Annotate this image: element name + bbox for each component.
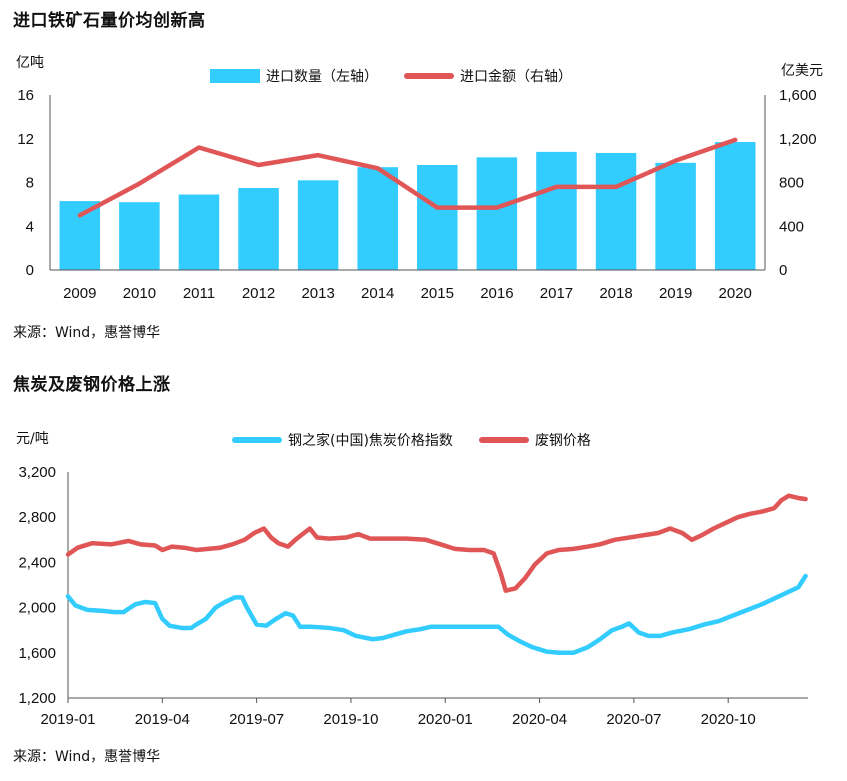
legend-swatch-line xyxy=(232,437,282,443)
chart2-unit: 元/吨 xyxy=(16,431,49,447)
legend-label: 进口数量（左轴） xyxy=(266,69,378,85)
bar-import-volume xyxy=(595,152,637,270)
right-tick-label: 0 xyxy=(779,262,787,279)
right-tick-label: 1,600 xyxy=(779,87,817,104)
left-tick-label: 12 xyxy=(17,131,34,148)
legend-label: 钢之家(中国)焦炭价格指数 xyxy=(288,433,453,449)
legend-swatch-line xyxy=(404,73,454,79)
y-tick-label: 3,200 xyxy=(18,464,56,481)
legend-item-scrap-price: 废钢价格 xyxy=(478,430,591,450)
x-tick-label: 2020-01 xyxy=(418,711,473,728)
bar-import-volume xyxy=(178,194,220,270)
bar-import-volume xyxy=(297,180,339,270)
legend-label: 进口金额（右轴） xyxy=(460,69,572,85)
right-tick-label: 800 xyxy=(779,175,804,192)
bar-import-volume xyxy=(714,142,756,270)
legend-item-coke-index: 钢之家(中国)焦炭价格指数 xyxy=(232,430,453,450)
legend-item-import-volume: 进口数量（左轴） xyxy=(210,66,378,86)
x-tick-label: 2019-01 xyxy=(40,711,95,728)
bar-import-volume xyxy=(536,151,577,270)
x-tick-label: 2012 xyxy=(242,285,275,302)
y-tick-label: 2,400 xyxy=(18,554,56,571)
chart2-source: 来源：Wind，惠誉博华 xyxy=(13,749,161,765)
left-tick-label: 0 xyxy=(26,262,34,279)
chart2-plot: 1,200 1,600 2,000 2,400 2,800 3,200 2019-01 201… xyxy=(18,464,808,728)
y-tick-label: 2,800 xyxy=(18,509,56,526)
x-tick-label: 2016 xyxy=(480,285,513,302)
x-tick-label: 2020-10 xyxy=(701,711,756,728)
x-tick-label: 2019 xyxy=(659,285,692,302)
x-tick-label: 2010 xyxy=(123,285,156,302)
legend-item-import-value: 进口金额（右轴） xyxy=(404,66,572,86)
y-tick-label: 1,200 xyxy=(18,690,56,707)
bar-import-volume xyxy=(238,187,279,270)
legend-label: 废钢价格 xyxy=(534,433,591,449)
chart1-source: 来源：Wind，惠誉博华 xyxy=(13,325,161,341)
right-tick-label: 400 xyxy=(779,218,804,235)
chart1-plot: 0 4 8 12 16 0 400 800 1,200 1,600 2009 2010 2011 2012… xyxy=(17,87,817,302)
x-tick-label: 2018 xyxy=(599,285,632,302)
legend-swatch-line xyxy=(478,437,529,443)
chart2-legend: 钢之家(中国)焦炭价格指数 废钢价格 xyxy=(232,430,617,450)
chart1-left-unit: 亿吨 xyxy=(16,55,44,71)
legend-swatch-bar xyxy=(210,69,260,83)
x-tick-label: 2020 xyxy=(719,285,752,302)
left-tick-label: 4 xyxy=(26,218,34,235)
x-tick-label: 2009 xyxy=(63,285,96,302)
x-tick-label: 2013 xyxy=(301,285,334,302)
x-tick-label: 2019-04 xyxy=(135,711,190,728)
x-tick-label: 2019-10 xyxy=(323,711,378,728)
line-import-value xyxy=(77,137,738,218)
chart1-title: 进口铁矿石量价均创新高 xyxy=(13,11,206,31)
bar-import-volume xyxy=(357,167,398,270)
y-tick-label: 1,600 xyxy=(18,645,56,662)
x-tick-label: 2015 xyxy=(421,285,454,302)
line-scrap-price xyxy=(65,493,808,593)
chart1-legend: 进口数量（左轴） 进口金额（右轴） xyxy=(210,66,598,86)
x-tick-label: 2017 xyxy=(540,285,573,302)
bar-import-volume xyxy=(655,162,696,270)
x-tick-label: 2020-04 xyxy=(512,711,567,728)
line-coke-index xyxy=(65,573,808,656)
right-tick-label: 1,200 xyxy=(779,131,817,148)
bar-import-volume xyxy=(59,201,101,270)
x-tick-label: 2019-07 xyxy=(229,711,284,728)
bar-import-volume xyxy=(476,157,518,270)
x-tick-label: 2020-07 xyxy=(606,711,661,728)
left-tick-label: 16 xyxy=(17,87,34,104)
bar-import-volume xyxy=(119,202,160,270)
x-tick-label: 2011 xyxy=(183,285,215,302)
chart2-title: 焦炭及废钢价格上涨 xyxy=(13,375,171,395)
chart1-right-unit: 亿美元 xyxy=(781,63,823,79)
x-tick-label: 2014 xyxy=(361,285,394,302)
y-tick-label: 2,000 xyxy=(18,600,56,617)
left-tick-label: 8 xyxy=(26,175,34,192)
bar-import-volume xyxy=(417,165,458,270)
